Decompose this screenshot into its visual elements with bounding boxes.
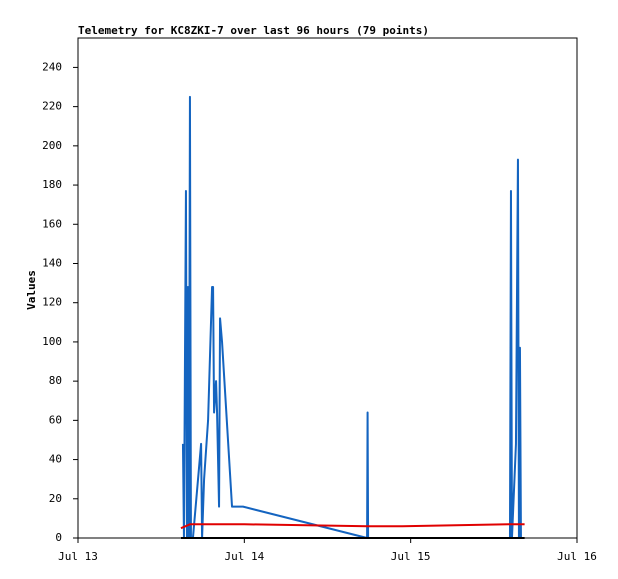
y-tick-label: 100 bbox=[42, 335, 62, 348]
x-tick-label: Jul 15 bbox=[391, 550, 431, 563]
y-tick-label: 120 bbox=[42, 296, 62, 309]
y-tick-label: 0 bbox=[55, 531, 62, 544]
y-tick-label: 20 bbox=[49, 492, 62, 505]
series-line bbox=[180, 523, 525, 530]
x-tick-label: Jul 16 bbox=[557, 550, 597, 563]
y-tick-label: 80 bbox=[49, 374, 62, 387]
y-axis-label: Values bbox=[25, 270, 38, 310]
y-tick-label: 60 bbox=[49, 413, 62, 426]
x-tick-label: Jul 14 bbox=[224, 550, 264, 563]
y-tick-label: 40 bbox=[49, 453, 62, 466]
y-tick-label: 140 bbox=[42, 256, 62, 269]
y-tick-label: 220 bbox=[42, 100, 62, 113]
x-tick-label: Jul 13 bbox=[58, 550, 98, 563]
series-line bbox=[181, 95, 522, 539]
y-tick-label: 200 bbox=[42, 139, 62, 152]
chart-title: Telemetry for KC8ZKI-7 over last 96 hour… bbox=[78, 24, 429, 37]
y-tick-label: 160 bbox=[42, 217, 62, 230]
y-tick-label: 180 bbox=[42, 178, 62, 191]
y-tick-label: 240 bbox=[42, 60, 62, 73]
